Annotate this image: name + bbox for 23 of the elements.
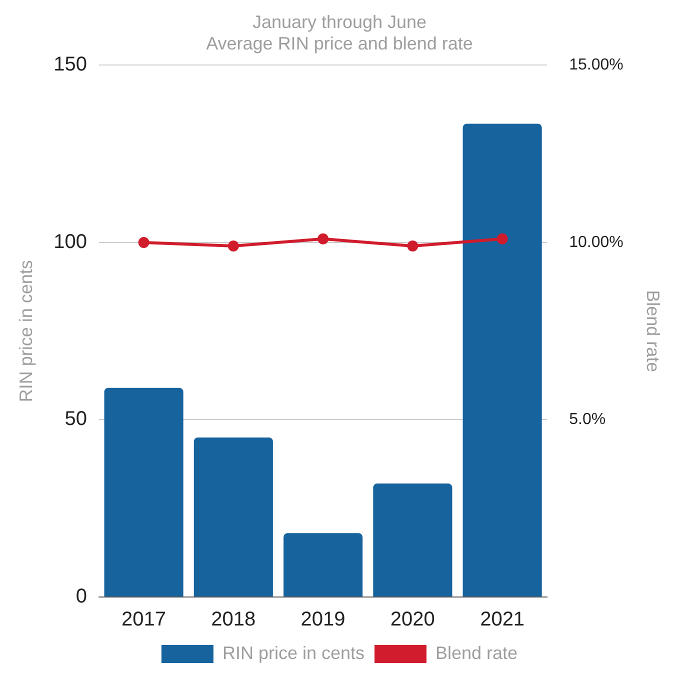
legend-label: Blend rate <box>435 642 518 663</box>
y-tick-label: 50 <box>64 408 87 430</box>
bar <box>104 388 184 596</box>
y2-tick-label: 5.0% <box>569 411 606 428</box>
legend-label: RIN price in cents <box>222 642 365 663</box>
y-tick-label: 150 <box>54 54 87 76</box>
chart-title: January through June <box>252 12 427 32</box>
x-tick-label: 2017 <box>122 608 166 631</box>
y-tick-label: 0 <box>76 586 87 608</box>
chart-subtitle: Average RIN price and blend rate <box>206 33 473 54</box>
x-tick-label: 2019 <box>300 608 346 631</box>
x-tick-label: 2021 <box>480 608 525 631</box>
x-tick-label: 2018 <box>211 608 256 631</box>
bar <box>462 124 542 596</box>
y-tick-label: 100 <box>54 230 87 253</box>
y2-tick-label: 15.00% <box>569 56 624 74</box>
bar <box>194 437 273 596</box>
x-tick-label: 2020 <box>390 608 435 631</box>
y2-axis-title: Blend rate <box>643 290 664 372</box>
bar <box>373 484 452 596</box>
y2-tick-label: 10.00% <box>569 234 624 251</box>
y-axis-title: RIN price in cents <box>16 260 36 402</box>
bar <box>284 533 363 596</box>
